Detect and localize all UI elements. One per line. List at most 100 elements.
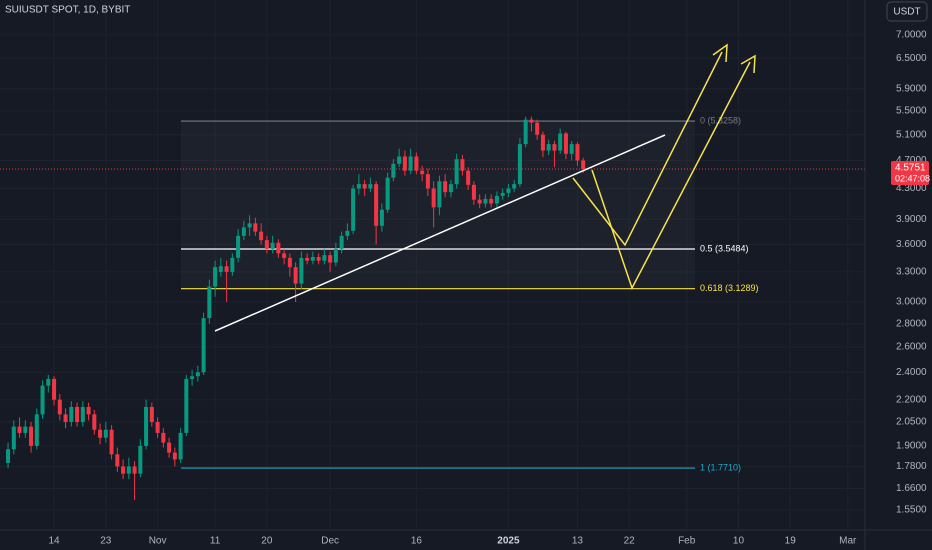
candle-body: [80, 406, 85, 422]
y-tick-label: 4.3000: [896, 183, 927, 194]
candle-body: [161, 432, 166, 443]
candle-body: [213, 267, 218, 287]
drawings: [214, 43, 756, 332]
y-tick-label: 2.0500: [896, 417, 927, 428]
y-tick-label: 5.9000: [896, 83, 927, 94]
y-tick-label: 2.8000: [896, 318, 927, 329]
candle-body: [552, 144, 557, 151]
candle-body: [17, 426, 22, 433]
candle-body: [264, 240, 269, 249]
candle-body: [270, 242, 275, 249]
candle-body: [316, 256, 321, 261]
candle-body: [293, 267, 298, 284]
price-tag-value: 4.5751: [895, 163, 926, 174]
candle-body: [207, 286, 212, 319]
candle-body: [448, 184, 453, 193]
x-tick-label: Mar: [839, 536, 857, 547]
candle-body: [40, 385, 45, 415]
candle-body: [345, 230, 350, 236]
candle-body: [224, 266, 229, 272]
candle-body: [178, 432, 183, 460]
candle-body: [276, 242, 281, 254]
candle-body: [247, 223, 252, 228]
candle-body: [132, 466, 137, 474]
candle-body: [201, 318, 206, 373]
x-tick-label: 22: [624, 536, 636, 547]
y-tick-label: 1.9000: [896, 441, 927, 452]
x-tick-label: 23: [100, 536, 112, 547]
candle-body: [558, 133, 563, 151]
x-tick-label: 11: [210, 536, 221, 547]
candle-body: [52, 378, 57, 400]
y-tick-label: 5.1000: [896, 129, 927, 140]
candle-body: [57, 399, 62, 415]
y-tick-label: 1.7800: [896, 461, 927, 472]
candle-body: [408, 156, 413, 171]
y-tick-label: 2.2000: [896, 394, 927, 405]
candle-body: [287, 257, 292, 268]
candle-body: [420, 170, 425, 175]
x-tick-label: 16: [411, 536, 423, 547]
grid: [0, 168, 865, 170]
candle-body: [34, 414, 39, 446]
y-tick-label: 3.0000: [896, 297, 927, 308]
fib-label: 0.618 (3.1289): [700, 283, 759, 293]
y-tick-label: 2.4000: [896, 367, 927, 378]
candle-body: [121, 466, 126, 474]
candle-body: [155, 421, 160, 433]
candle-body: [356, 184, 361, 189]
candle-body: [489, 198, 494, 204]
candle-body: [98, 429, 103, 438]
candle-body: [69, 406, 74, 422]
candle-body: [322, 255, 327, 261]
candle-body: [460, 159, 465, 171]
candle-body: [471, 184, 476, 200]
candle-body: [46, 378, 51, 386]
projection-path: [572, 51, 723, 247]
candle-body: [11, 426, 16, 450]
y-tick-label: 1.6600: [896, 483, 927, 494]
x-tick-label: Feb: [678, 536, 696, 547]
x-tick-label: Nov: [149, 536, 167, 547]
currency-button[interactable]: [886, 1, 928, 22]
candle-body: [333, 248, 338, 263]
candle-body: [540, 134, 545, 151]
currency-label[interactable]: USDT: [893, 7, 920, 18]
candle-body: [282, 253, 287, 258]
candle-body: [414, 156, 419, 171]
candle-body: [149, 406, 154, 422]
x-tick-label: 2025: [497, 536, 520, 547]
candle-body: [328, 255, 333, 263]
x-tick-label: 20: [261, 536, 273, 547]
y-tick-label: 3.9000: [896, 214, 927, 225]
arrow-head: [712, 43, 728, 63]
candle-body: [454, 159, 459, 185]
candle-body: [103, 429, 108, 438]
candle-body: [477, 199, 482, 204]
candle-body: [391, 163, 396, 178]
y-tick-label: 4.7000: [896, 155, 927, 166]
y-tick-label: 7.0000: [896, 30, 927, 41]
candle-body: [563, 133, 568, 154]
fib-label: 0.5 (3.5484): [700, 243, 749, 253]
candle-body: [138, 445, 143, 474]
y-tick-label: 3.3000: [896, 267, 927, 278]
candle-body: [523, 119, 528, 145]
candle-body: [512, 184, 517, 189]
candle-body: [236, 235, 241, 258]
candle-body: [581, 160, 586, 169]
candle-body: [425, 174, 430, 189]
candle-body: [529, 119, 534, 123]
candle-body: [195, 372, 200, 377]
x-tick-label: 14: [49, 536, 61, 547]
candle-body: [402, 156, 407, 171]
candle-body: [431, 188, 436, 208]
candle-body: [218, 266, 223, 272]
candle-body: [575, 144, 580, 161]
candle-body: [546, 144, 551, 151]
candle-body: [362, 184, 367, 189]
candle-body: [443, 181, 448, 193]
projection-path: [591, 61, 751, 290]
